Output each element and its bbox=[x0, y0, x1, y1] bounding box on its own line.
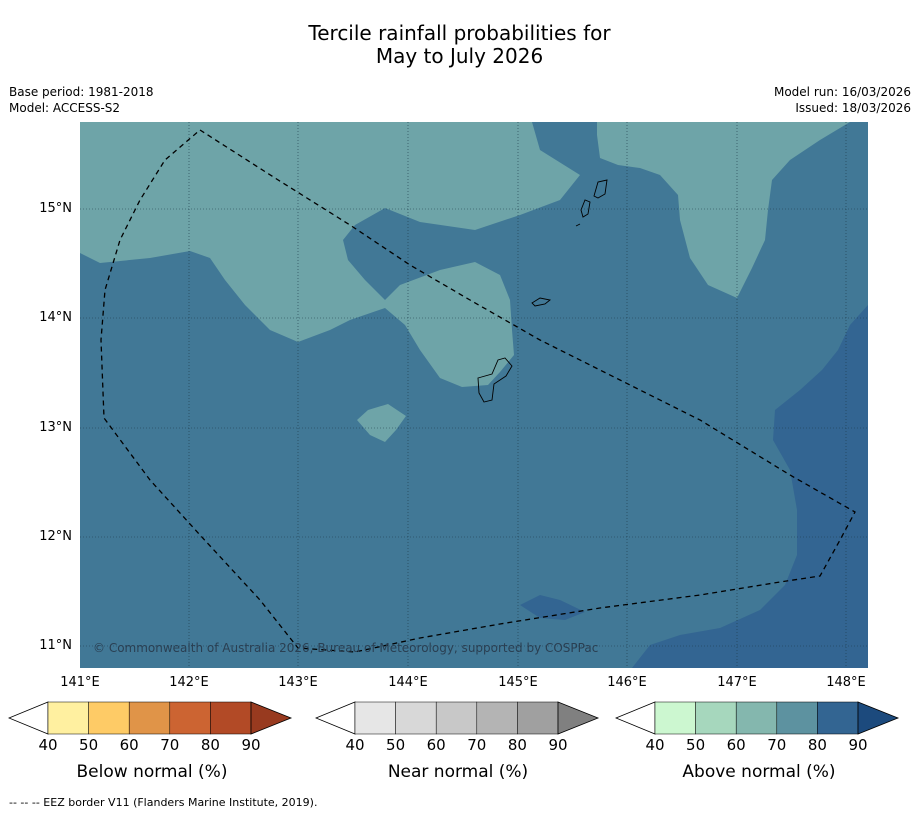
lat-label: 14°N bbox=[39, 310, 72, 325]
colorbar-segment bbox=[817, 701, 859, 735]
colorbar-extend-low bbox=[8, 701, 49, 735]
meta-right: Model run: 16/03/2026 Issued: 18/03/2026 bbox=[774, 84, 911, 116]
colorbar-near-normal bbox=[315, 701, 600, 735]
colorbar-tick-label: 70 bbox=[767, 736, 787, 754]
colorbar-above-normal bbox=[615, 701, 900, 735]
island-rota bbox=[531, 297, 552, 307]
colorbar-label-above: Above normal (%) bbox=[682, 762, 836, 782]
eez-footnote: -- -- -- EEZ border V11 (Flanders Marine… bbox=[9, 796, 318, 809]
title-line-1: Tercile rainfall probabilities for bbox=[308, 21, 611, 45]
model-name: Model: ACCESS-S2 bbox=[9, 101, 121, 115]
region-dark-east bbox=[632, 305, 868, 668]
colorbar-segment bbox=[128, 701, 171, 735]
model-run: Model run: 16/03/2026 bbox=[773, 85, 911, 99]
islands bbox=[477, 179, 608, 403]
lon-label: 146°E bbox=[607, 675, 647, 690]
island-saipan bbox=[593, 179, 608, 199]
lon-label: 144°E bbox=[388, 675, 428, 690]
colorbar-tick-label: 80 bbox=[200, 736, 220, 754]
colorbar-tick-label: 50 bbox=[386, 736, 406, 754]
lon-label: 143°E bbox=[278, 675, 318, 690]
lat-label: 13°N bbox=[39, 420, 72, 435]
lon-label: 148°E bbox=[826, 675, 866, 690]
rainfall-map bbox=[80, 122, 868, 668]
island-farallon bbox=[575, 223, 581, 227]
colorbar-segment bbox=[395, 701, 437, 735]
colorbar-segment bbox=[88, 701, 130, 735]
colorbar-tick-label: 60 bbox=[726, 736, 746, 754]
colorbar-extend-high bbox=[250, 701, 293, 735]
colorbar-segment bbox=[210, 701, 252, 735]
colorbar-tick-label: 40 bbox=[345, 736, 365, 754]
colorbar-segment bbox=[517, 701, 559, 735]
colorbar-tick-label: 90 bbox=[848, 736, 868, 754]
colorbar-tick-label: 60 bbox=[119, 736, 139, 754]
colorbar-tick-label: 60 bbox=[426, 736, 446, 754]
graticule bbox=[80, 122, 868, 668]
colorbar-extend-low bbox=[315, 701, 356, 735]
colorbar-tick-label: 90 bbox=[241, 736, 261, 754]
island-tinian bbox=[580, 199, 591, 218]
issued-date: Issued: 18/03/2026 bbox=[795, 101, 911, 115]
colorbar-extend-low bbox=[615, 701, 656, 735]
colorbar-tick-label: 80 bbox=[807, 736, 827, 754]
copyright-notice: © Commonwealth of Australia 2026, Bureau… bbox=[93, 641, 599, 655]
lon-label: 142°E bbox=[169, 675, 209, 690]
title-line-2: May to July 2026 bbox=[375, 44, 544, 68]
colorbar-segment bbox=[435, 701, 478, 735]
region-light-patch bbox=[357, 404, 406, 442]
lat-label: 12°N bbox=[39, 529, 72, 544]
region-light-northeast bbox=[597, 122, 850, 298]
lon-label: 141°E bbox=[60, 675, 100, 690]
colorbar-tick-label: 40 bbox=[645, 736, 665, 754]
map-title: Tercile rainfall probabilities for May t… bbox=[0, 22, 919, 68]
base-period: Base period: 1981-2018 bbox=[9, 85, 154, 99]
colorbar-tick-label: 50 bbox=[79, 736, 99, 754]
colorbar-tick-label: 90 bbox=[548, 736, 568, 754]
colorbar-label-below: Below normal (%) bbox=[76, 762, 228, 782]
lat-label: 11°N bbox=[39, 638, 72, 653]
colorbar-below-normal bbox=[8, 701, 293, 735]
colorbar-segment bbox=[695, 701, 737, 735]
lon-label: 145°E bbox=[498, 675, 538, 690]
colorbar-segment bbox=[47, 701, 89, 735]
colorbar-segment bbox=[654, 701, 696, 735]
lon-label: 147°E bbox=[717, 675, 757, 690]
colorbar-tick-label: 70 bbox=[160, 736, 180, 754]
meta-left: Base period: 1981-2018 Model: ACCESS-S2 bbox=[9, 84, 154, 116]
colorbar-extend-high bbox=[857, 701, 900, 735]
colorbar-tick-label: 80 bbox=[507, 736, 527, 754]
colorbar-segment bbox=[735, 701, 778, 735]
colorbar-tick-label: 70 bbox=[467, 736, 487, 754]
colorbar-tick-label: 40 bbox=[38, 736, 58, 754]
region-light-northwest bbox=[80, 122, 580, 387]
colorbar-segment bbox=[354, 701, 396, 735]
lat-label: 15°N bbox=[39, 201, 72, 216]
region-dark-patch bbox=[520, 595, 585, 620]
colorbar-segment bbox=[476, 701, 518, 735]
island-guam bbox=[477, 357, 513, 403]
eez-border bbox=[100, 129, 856, 653]
colorbar-extend-high bbox=[557, 701, 600, 735]
colorbar-segment bbox=[169, 701, 211, 735]
colorbar-label-near: Near normal (%) bbox=[387, 762, 529, 782]
colorbar-segment bbox=[776, 701, 818, 735]
colorbar-tick-label: 50 bbox=[686, 736, 706, 754]
